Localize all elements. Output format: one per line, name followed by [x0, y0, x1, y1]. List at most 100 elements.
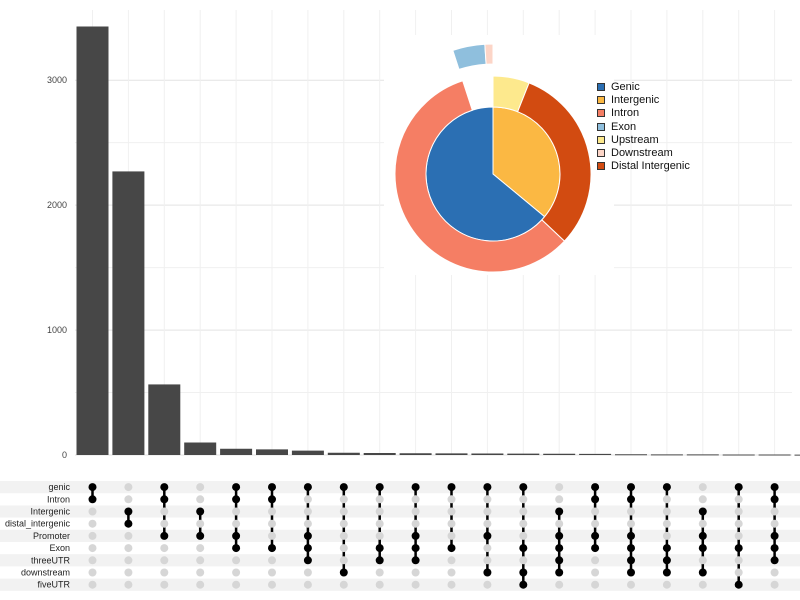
bars [76, 26, 800, 456]
matrix-dot-inactive [519, 519, 528, 528]
matrix-dot-active [627, 495, 635, 504]
matrix-dot-inactive [411, 580, 420, 589]
matrix-dot-inactive [770, 519, 779, 528]
matrix-dot-inactive [196, 519, 205, 528]
set-label: Intron [47, 494, 70, 504]
bar [256, 449, 288, 455]
matrix-dot-inactive [268, 580, 276, 589]
matrix-dot-inactive [519, 531, 528, 540]
matrix-dot-inactive [196, 483, 205, 492]
matrix-dot-active [627, 544, 635, 553]
matrix-dot-active [662, 544, 671, 553]
bar-y-axis: 0 1000 2000 3000 [47, 75, 67, 460]
bar [650, 454, 683, 456]
legend-item: Intergenic [597, 93, 690, 106]
legend-item: Intron [597, 107, 690, 120]
matrix-dot-inactive [519, 495, 528, 504]
matrix-dot-active [375, 483, 384, 492]
set-label: Promoter [33, 531, 70, 541]
matrix-stripe [0, 554, 800, 567]
matrix-dot-active [770, 544, 779, 553]
set-label: Intergenic [30, 507, 70, 517]
matrix-dot-inactive [303, 580, 312, 589]
set-label: distal_intergenic [5, 519, 71, 529]
matrix-dot-inactive [124, 580, 133, 589]
matrix-dot-active [160, 483, 169, 492]
matrix-dot-inactive [483, 495, 492, 504]
bar [148, 384, 181, 455]
matrix-dot-active [411, 544, 420, 553]
set-label: threeUTR [31, 555, 71, 565]
matrix-dot-active [770, 531, 779, 540]
matrix-dot-inactive [519, 507, 528, 516]
matrix-dot-inactive [734, 568, 743, 577]
intersection-matrix [88, 483, 779, 589]
matrix-dot-inactive [268, 531, 276, 540]
matrix-dot-inactive [375, 568, 384, 577]
matrix-dot-inactive [88, 507, 97, 516]
matrix-dot-inactive [483, 507, 492, 516]
matrix-dot-inactive [627, 580, 635, 589]
matrix-dot-active [483, 531, 492, 540]
legend-label: Downstream [611, 147, 673, 160]
matrix-dot-inactive [770, 580, 779, 589]
matrix-dot-active [662, 568, 671, 577]
matrix-dot-active [124, 507, 133, 516]
matrix-stripe [0, 578, 800, 591]
matrix-dot-active [627, 556, 635, 565]
legend-swatch [597, 149, 605, 158]
matrix-dot-inactive [447, 519, 456, 528]
matrix-dot-inactive [591, 568, 600, 577]
bar [327, 452, 360, 455]
matrix-dot-active [662, 483, 671, 492]
matrix-dot-active [519, 568, 528, 577]
matrix-dot-active [591, 483, 600, 492]
y-tick-label: 3000 [47, 75, 67, 85]
matrix-dot-inactive [124, 483, 133, 492]
matrix-dot-inactive [124, 544, 133, 553]
matrix-dot-active [483, 568, 492, 577]
matrix-dot-inactive [375, 519, 384, 528]
matrix-dot-active [555, 544, 564, 553]
matrix-dot-active [232, 495, 241, 504]
matrix-dot-active [555, 531, 564, 540]
legend-label: Intergenic [611, 93, 660, 106]
bar [722, 454, 755, 456]
matrix-dot-active [519, 580, 528, 589]
bar [220, 448, 253, 455]
matrix-dot-inactive [196, 580, 205, 589]
legend-swatch [597, 95, 605, 104]
matrix-dot-inactive [232, 519, 241, 528]
matrix-dot-active [88, 483, 97, 492]
y-tick-label: 0 [62, 450, 67, 460]
matrix-stripes [0, 481, 800, 591]
matrix-dot-inactive [447, 495, 456, 504]
matrix-dot-inactive [555, 495, 564, 504]
matrix-dot-inactive [770, 507, 779, 516]
matrix-dot-active [519, 483, 528, 492]
matrix-dot-inactive [662, 495, 671, 504]
y-tick-label: 2000 [47, 200, 67, 210]
matrix-dot-inactive [591, 519, 600, 528]
matrix-dot-inactive [662, 531, 671, 540]
matrix-dot-active [698, 531, 707, 540]
matrix-dot-inactive [662, 580, 671, 589]
matrix-dot-inactive [447, 531, 456, 540]
matrix-dot-active [411, 531, 420, 540]
matrix-dot-inactive [698, 519, 707, 528]
matrix-dot-active [411, 483, 420, 492]
matrix-dot-inactive [698, 580, 707, 589]
matrix-dot-inactive [124, 495, 133, 504]
matrix-dot-active [519, 544, 528, 553]
matrix-dot-active [555, 568, 564, 577]
bar [686, 454, 719, 456]
matrix-dot-inactive [88, 519, 97, 528]
matrix-dot-active [698, 568, 707, 577]
bar [435, 453, 468, 455]
matrix-dot-inactive [232, 556, 241, 565]
legend-label: Intron [611, 107, 640, 120]
matrix-dot-active [232, 544, 241, 553]
matrix-dot-active [555, 556, 564, 565]
matrix-dot-inactive [698, 495, 707, 504]
bar [363, 453, 396, 455]
